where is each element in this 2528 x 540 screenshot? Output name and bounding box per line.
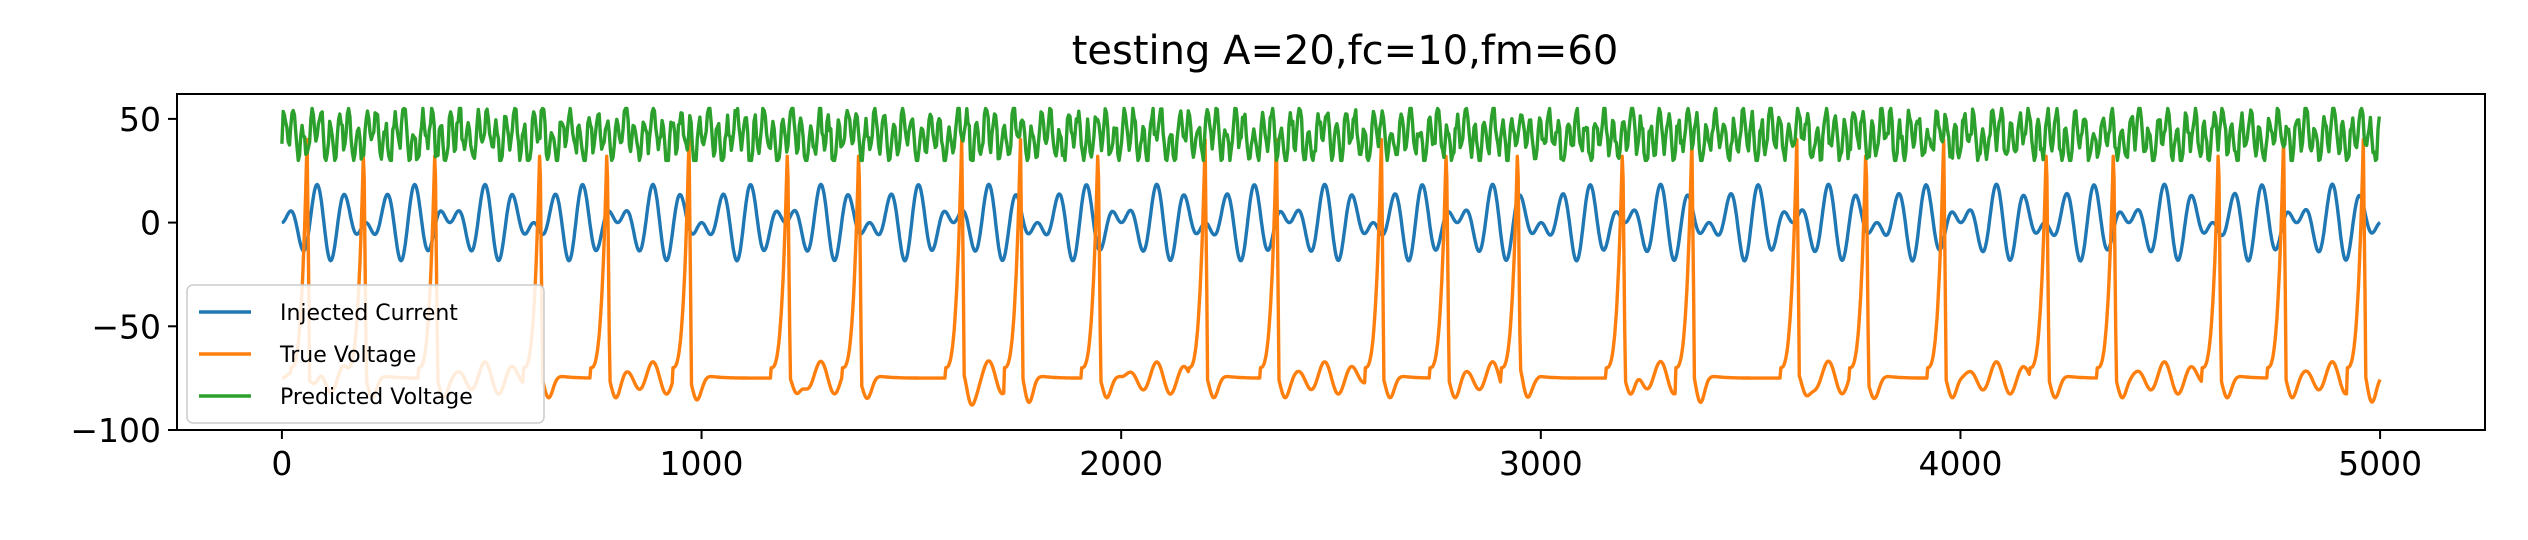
series-layer — [280, 106, 2382, 407]
y-tick-label: −100 — [70, 411, 161, 450]
x-tick-label: 2000 — [1079, 444, 1163, 483]
legend-label: Injected Current — [280, 301, 458, 326]
x-tick-label: 4000 — [1918, 444, 2002, 483]
x-tick-label: 0 — [271, 444, 292, 483]
legend-label: True Voltage — [279, 343, 416, 368]
y-axis: −100 −50 0 50 — [70, 100, 177, 450]
series-predicted-voltage — [280, 106, 2381, 163]
legend: Injected Current True Voltage Predicted Vo… — [186, 284, 545, 424]
legend-label: Predicted Voltage — [280, 385, 473, 410]
plot-frame — [176, 93, 2486, 431]
x-tick-label: 5000 — [2338, 444, 2422, 483]
legend-box — [186, 284, 545, 424]
chart-title: testing A=20,fc=10,fm=60 — [1072, 28, 1619, 74]
series-true-voltage — [281, 137, 2382, 407]
series-injected-current — [281, 182, 2382, 263]
y-tick-label: 0 — [140, 204, 161, 243]
x-tick-label: 3000 — [1499, 444, 1583, 483]
x-axis: 0 1000 2000 3000 4000 5000 — [271, 430, 2422, 483]
y-tick-label: −50 — [91, 307, 161, 346]
x-tick-label: 1000 — [660, 444, 744, 483]
y-tick-label: 50 — [119, 100, 161, 139]
